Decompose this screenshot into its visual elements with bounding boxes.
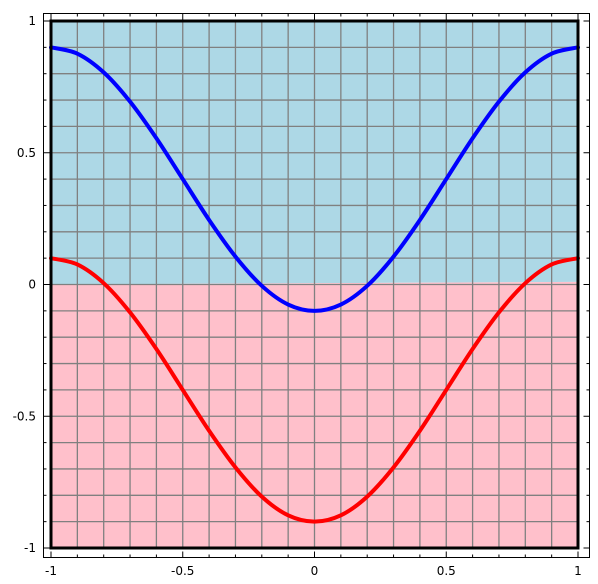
plot-frame xyxy=(43,13,590,558)
x-tick-label: 0.5 xyxy=(437,564,456,578)
y-tick-label: 1 xyxy=(28,14,36,28)
axes-box xyxy=(43,13,590,558)
x-tick-label: 1 xyxy=(574,564,582,578)
y-tick-label: 0.5 xyxy=(17,146,36,160)
x-tick-label: -0.5 xyxy=(171,564,194,578)
y-tick-label: 0 xyxy=(28,278,36,292)
y-tick-label: -1 xyxy=(24,541,36,555)
series-lines xyxy=(49,45,580,524)
series-line-1 xyxy=(49,256,580,524)
y-tick-label: -0.5 xyxy=(13,409,36,423)
x-tick-label: -1 xyxy=(45,564,57,578)
plot-frame-border xyxy=(49,19,580,550)
tick-labels: -1 -0.5 0 0.5 1 -1 -0.5 0 0.5 1 xyxy=(13,14,582,578)
x-tick-label: 0 xyxy=(311,564,319,578)
series-line-0 xyxy=(49,45,580,313)
ticks xyxy=(43,13,590,558)
